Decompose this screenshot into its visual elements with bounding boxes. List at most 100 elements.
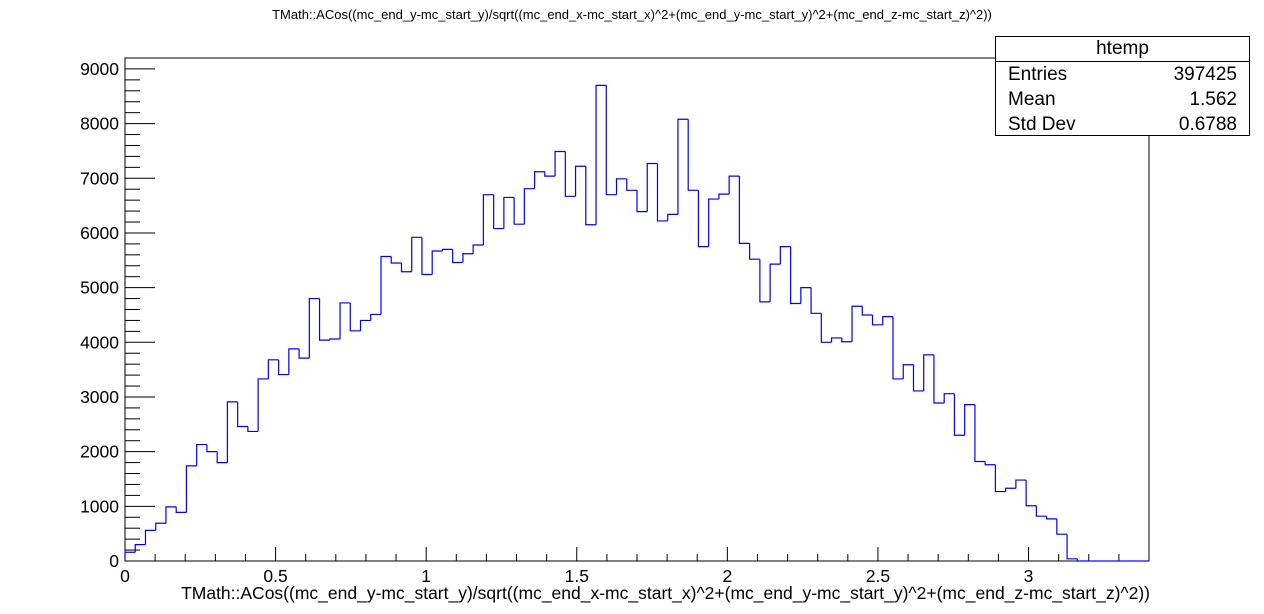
histogram-bin	[185, 465, 197, 513]
stats-row-entries: Entries 397425	[996, 62, 1249, 87]
histogram-bin	[349, 302, 361, 332]
histogram-bin	[892, 316, 904, 380]
histogram-bin	[1046, 516, 1057, 520]
stats-title: htemp	[996, 37, 1249, 62]
histogram-bin	[452, 249, 463, 264]
histogram-bin	[790, 246, 801, 305]
histogram-bin	[953, 393, 965, 436]
histogram-bin	[1015, 479, 1027, 489]
histogram-bin	[759, 259, 771, 303]
histogram-bin	[124, 551, 136, 561]
y-tick-label: 9000	[80, 59, 119, 79]
histogram-bin	[677, 118, 689, 215]
histogram-bin	[810, 287, 822, 314]
histogram-bin	[820, 313, 832, 343]
histogram-bin	[534, 171, 545, 189]
histogram-bin	[400, 263, 412, 273]
histogram-bin	[267, 359, 279, 379]
stats-value: 397425	[1173, 64, 1237, 85]
histogram-bin	[871, 314, 883, 326]
histogram-bin	[411, 236, 422, 272]
histogram-bin	[1066, 534, 1078, 560]
x-tick-label: 2.5	[866, 566, 890, 586]
y-tick-label: 0	[109, 551, 119, 571]
histogram-bin	[574, 165, 586, 197]
x-axis-label: TMath::ACos((mc_end_y-mc_start_y)/sqrt((…	[181, 583, 1150, 603]
histogram-bin	[646, 162, 658, 212]
histogram-bin	[165, 506, 177, 524]
stats-value: 0.6788	[1178, 114, 1237, 135]
stats-label: Std Dev	[1008, 114, 1076, 135]
histogram-bin	[687, 119, 699, 191]
y-tick-label: 7000	[80, 168, 119, 188]
histogram-bin	[278, 359, 289, 376]
x-tick-label: 1.5	[565, 566, 589, 586]
stats-row-mean: Mean 1.562	[996, 87, 1249, 112]
histogram-bin	[431, 250, 443, 275]
histogram-bin	[370, 313, 381, 321]
histogram-bin	[144, 529, 156, 545]
y-tick-label: 6000	[80, 223, 119, 243]
histogram-bin	[964, 404, 975, 436]
histogram-bin	[718, 193, 730, 200]
histogram-bin	[493, 194, 504, 230]
stats-label: Entries	[1008, 64, 1068, 85]
histogram-bin	[708, 198, 719, 247]
histogram-bin	[247, 426, 259, 433]
histogram-bin	[933, 354, 945, 404]
y-tick-label: 1000	[80, 496, 119, 516]
y-tick-label: 3000	[80, 387, 119, 407]
histogram-bin	[257, 378, 269, 432]
histogram-bin	[656, 163, 668, 222]
histogram-bin	[441, 248, 453, 251]
histogram-bin	[800, 287, 812, 304]
stats-value: 1.562	[1189, 89, 1237, 110]
histogram-bin	[902, 364, 914, 379]
histogram-bin	[380, 255, 392, 315]
histogram-bin	[667, 213, 678, 221]
histogram-bin	[226, 401, 238, 463]
histogram-bin	[615, 178, 627, 195]
histogram-bin	[861, 306, 873, 316]
histogram-bin	[984, 461, 996, 466]
histogram-bin	[288, 348, 300, 375]
histogram-bin	[605, 85, 617, 196]
histogram-bin	[1076, 558, 1088, 562]
histogram-bin	[318, 298, 330, 341]
histogram-bin	[308, 297, 320, 359]
histogram-bin	[237, 401, 248, 428]
histogram-bin	[697, 190, 709, 248]
histogram-bin	[513, 197, 525, 225]
y-tick-label: 2000	[80, 442, 119, 462]
x-tick-label: 0.5	[263, 566, 287, 586]
histogram-bin	[830, 337, 842, 343]
histogram-bin	[155, 522, 166, 531]
histogram-bin	[421, 237, 433, 276]
histogram-bin	[636, 190, 648, 213]
histogram-bin	[943, 393, 955, 403]
histogram-bin	[769, 263, 781, 302]
histogram-bin	[523, 188, 535, 225]
histogram-bin	[462, 253, 474, 263]
histogram-bin	[134, 544, 146, 553]
y-tick-label: 5000	[80, 278, 119, 298]
histogram-bin	[359, 319, 371, 331]
histogram-bin	[329, 338, 341, 341]
stats-row-stddev: Std Dev 0.6788	[996, 112, 1249, 137]
x-tick-label: 0	[120, 566, 130, 586]
histogram-bin	[196, 443, 207, 466]
histogram-bin	[1005, 487, 1016, 492]
histogram-bin	[554, 150, 566, 177]
y-tick-label: 4000	[80, 332, 119, 352]
histogram-bin	[339, 302, 351, 340]
histogram-bin	[923, 354, 934, 391]
histogram-bin	[738, 176, 750, 244]
x-tick-label: 2	[722, 566, 732, 586]
histogram-bin	[298, 348, 310, 359]
histogram-bin	[595, 84, 607, 225]
histogram-bin	[841, 337, 853, 343]
histogram-bin	[206, 444, 218, 453]
histogram-bin	[994, 464, 1006, 493]
histogram-bin	[779, 246, 791, 265]
